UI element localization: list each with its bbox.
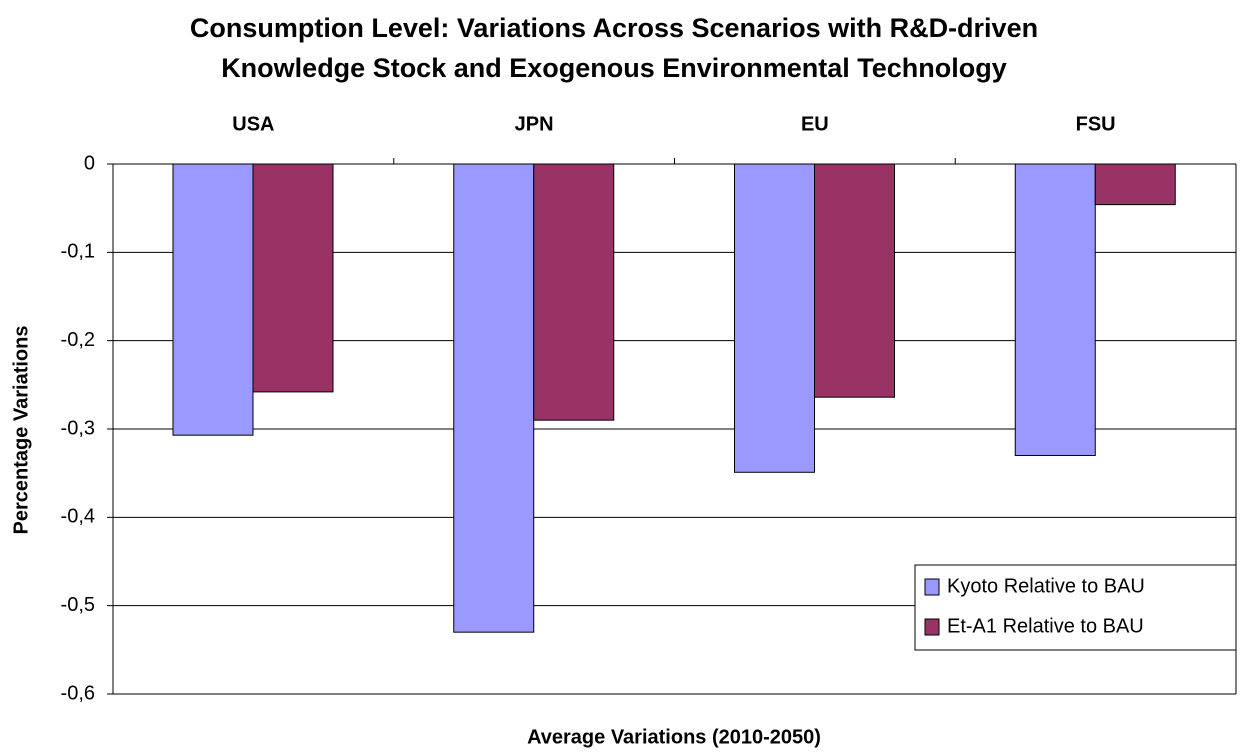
x-tick-label: JPN <box>515 113 554 135</box>
chart-title: Consumption Level: Variations Across Sce… <box>190 13 1038 43</box>
legend-swatch <box>924 618 940 636</box>
legend-box <box>914 564 1237 651</box>
x-tick-label: EU <box>801 113 829 135</box>
legend-label: Kyoto Relative to BAU <box>947 575 1145 597</box>
x-tick-label: FSU <box>1076 113 1116 135</box>
y-tick-label: -0,1 <box>61 241 95 263</box>
y-axis-label: Percentage Variations <box>10 326 32 535</box>
bar <box>172 163 254 436</box>
bar <box>1094 163 1176 206</box>
y-tick-label: -0,2 <box>61 329 95 351</box>
y-tick-label: 0 <box>84 152 95 174</box>
x-axis-label: Average Variations (2010-2050) <box>527 726 821 748</box>
y-tick-label: -0,4 <box>61 506 95 528</box>
legend-label: Et-A1 Relative to BAU <box>947 615 1144 637</box>
chart-subtitle: Knowledge Stock and Exogenous Environmen… <box>221 53 1007 83</box>
bar <box>533 163 615 421</box>
bar <box>453 163 535 633</box>
x-tick-label: USA <box>232 113 274 135</box>
bar <box>814 163 895 398</box>
y-tick-label: -0,3 <box>61 417 95 439</box>
bar <box>734 163 815 473</box>
y-tick-label: -0,5 <box>61 594 95 616</box>
y-tick-label: -0,6 <box>61 682 95 704</box>
bar <box>252 163 334 393</box>
bar <box>1014 163 1096 456</box>
legend-swatch <box>924 578 940 596</box>
